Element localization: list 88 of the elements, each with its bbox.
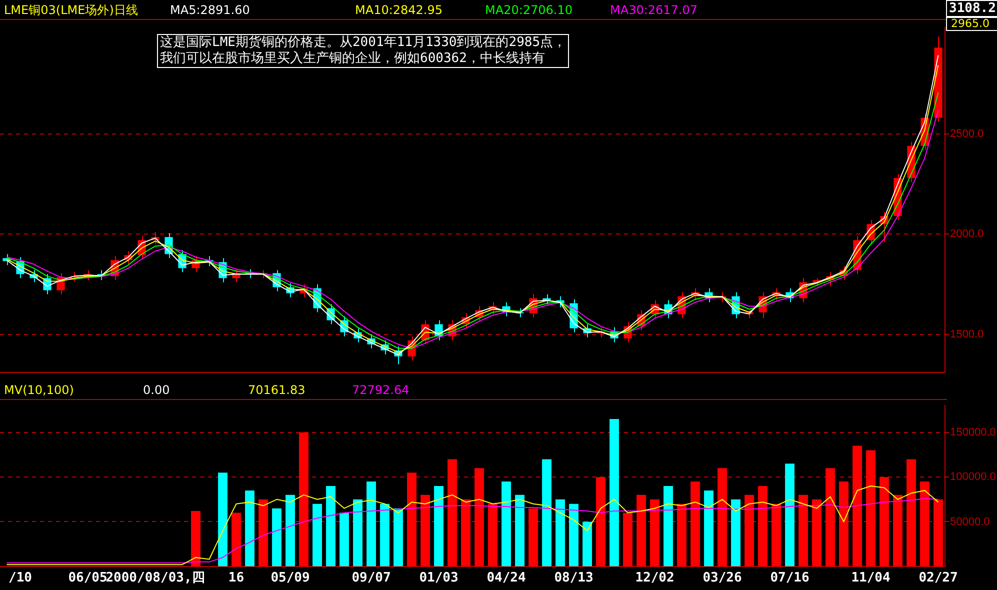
bar [704,490,714,566]
chart-title: MV(10,100) [4,382,74,399]
bar [299,432,308,566]
bar [744,494,754,566]
x-tick-label: 12/02 [635,570,674,586]
bar [826,468,835,566]
bar [610,419,619,566]
bar [718,468,727,566]
y-tick-label: 2500.0 [950,128,984,140]
bar [326,486,336,566]
bar [664,486,673,566]
x-tick-label: 08/13 [554,570,594,586]
bar [582,522,592,566]
bar [866,450,876,566]
x-tick-label: 02/27 [918,570,958,586]
x-tick-label: /10 [8,570,32,586]
annotation: 我们可以在股市场里买入生产铜的企业，例如600362，中长线持有 [160,51,546,67]
text: MA5:2891.60 [170,2,250,19]
bar [528,508,538,566]
bar [650,499,660,566]
bar [542,459,552,566]
bar [340,512,349,566]
bar [893,494,902,566]
bar [785,464,794,566]
text: MA30:2617.07 [610,2,698,19]
bar [191,511,200,566]
bar [258,499,268,566]
bar [556,499,565,566]
bar [380,504,390,566]
bar [407,472,416,566]
bar [515,494,524,566]
bar [623,512,632,566]
x-tick-label: 2000/08/03,四 [106,570,205,586]
bar [812,499,822,566]
bar [920,482,930,566]
bar [636,494,646,566]
bar [569,504,578,566]
bar [461,499,470,566]
bar [731,499,740,566]
text: 72792.64 [352,382,410,399]
bar [852,446,862,566]
bar [596,477,606,566]
bar [420,494,430,566]
text: 2965.0 [946,17,997,31]
chart-title: LME铜03(LME场外)日线 [4,2,138,19]
x-tick-label: 05/09 [270,570,310,586]
x-tick-label: 04/24 [486,570,526,586]
bar [488,504,498,566]
bar [474,468,484,566]
bar [272,508,282,566]
x-tick-label: 07/16 [770,570,810,586]
annotation: 这是国际LME期货铜的价格走。从2001年11月1330到现在的2985点， [160,35,566,51]
x-tick-label: 06/05 [68,570,108,586]
bar [677,504,686,566]
bar [232,512,241,566]
text: MA10:2842.95 [355,2,442,19]
x-tick-label: 03/26 [702,570,742,586]
text: MA20:2706.10 [485,2,572,19]
text: 3108.2 [946,0,997,17]
bar [434,486,444,566]
y-tick-label: 50000.0 [950,516,990,528]
bar [245,490,254,566]
bar [394,508,403,566]
x-tick-label: 16 [228,570,244,586]
bar [839,482,848,566]
bar [448,459,457,566]
text: 0.00 [143,382,170,399]
text: 70161.83 [248,382,306,399]
bar [218,472,228,566]
y-tick-label: 150000.0 [950,426,996,438]
bar [690,482,700,566]
bar [906,459,916,566]
bar [312,504,322,566]
bar [934,499,943,566]
y-tick-label: 2000.0 [950,228,984,240]
x-tick-label: 01/03 [419,570,458,586]
x-tick-label: 09/07 [352,570,391,586]
bar [286,494,295,566]
bar [758,486,768,566]
bar [502,482,511,566]
x-tick-label: 11/04 [851,570,890,586]
y-tick-label: 1500.0 [950,328,984,340]
bar [353,499,362,566]
bar [880,477,889,566]
bar [772,504,781,566]
bar [366,482,376,566]
bar [798,494,808,566]
y-tick-label: 100000.0 [950,471,996,484]
